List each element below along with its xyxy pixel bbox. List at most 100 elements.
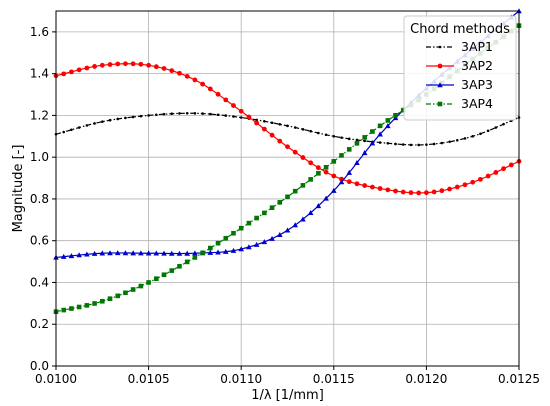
series-point-3ap2 [424,190,429,196]
series-point-3ap4 [238,225,244,231]
series-point-3ap1 [293,126,297,129]
series-point-3ap3 [153,250,160,256]
series-point-3ap4 [115,293,121,299]
series-point-3ap1 [355,138,359,142]
legend-label: 3AP3 [461,77,493,92]
legend-swatch-marker [437,63,443,69]
series-point-3ap1 [139,114,143,118]
series-point-3ap3 [261,239,268,245]
series-point-3ap3 [253,241,260,247]
legend-title: Chord methods [410,22,510,37]
series-point-3ap3 [385,123,391,129]
series-point-3ap3 [361,150,368,156]
series-point-3ap3 [122,250,129,256]
series-point-3ap3 [60,253,67,259]
y-tick-label: 0.2 [30,317,49,331]
series-point-3ap3 [377,131,383,137]
y-axis-label: Magnitude [-] [11,145,26,233]
series-point-3ap2 [123,61,128,67]
series-point-3ap2 [138,61,144,67]
x-tick-label: 0.0105 [128,372,170,386]
series-point-3ap2 [292,149,298,155]
series-point-3ap4 [215,240,221,246]
series-point-3ap2 [238,108,244,114]
series-point-3ap3 [84,251,90,257]
series-point-3ap4 [161,272,167,278]
x-tick-label: 0.0100 [35,372,77,386]
series-point-3ap4 [177,264,182,269]
series-point-3ap1 [255,118,258,122]
series-point-3ap4 [323,165,329,170]
series-point-3ap2 [346,179,352,185]
series-point-3ap4 [192,255,198,260]
series-point-3ap3 [346,169,353,175]
series-point-3ap1 [347,137,351,141]
series-point-3ap1 [494,126,498,129]
series-point-3ap2 [207,86,213,92]
series-point-3ap3 [76,252,82,258]
series-3ap1 [54,111,521,147]
series-point-3ap4 [385,118,391,123]
ticks: 0.0100 0.0105 0.0110 0.0115 0.0120 0.0125 0.0 0… [30,25,540,386]
series-point-3ap1 [170,112,174,116]
series-point-3ap3 [307,209,314,216]
series-point-3ap2 [192,77,198,83]
series-point-3ap1 [363,139,366,143]
series-point-3ap2 [115,61,121,67]
series-point-3ap2 [323,169,329,175]
series-point-3ap4 [231,230,236,236]
series-point-3ap2 [331,173,337,179]
series-point-3ap2 [485,173,491,179]
y-tick-label: 0.0 [30,359,49,373]
series-point-3ap2 [508,162,514,168]
series-point-3ap4 [339,153,344,158]
legend: Chord methods 3AP1 3AP2 3AP3 3AP4 [403,15,517,121]
series-point-3ap1 [386,141,390,145]
series-point-3ap2 [231,103,236,108]
series-point-3ap1 [502,122,505,126]
series-point-3ap2 [153,64,159,70]
series-point-3ap2 [408,190,414,196]
series-point-3ap4 [300,183,306,188]
x-tick-label: 0.0110 [220,372,262,386]
series-point-3ap4 [331,159,337,164]
series-point-3ap1 [324,133,328,137]
series-point-3ap2 [493,170,499,175]
series-point-3ap2 [84,65,90,71]
series-point-3ap1 [286,124,289,128]
series-point-3ap4 [138,283,144,289]
series-point-3ap3 [107,250,113,256]
series-point-3ap4 [200,250,205,256]
series-point-3ap4 [277,200,283,205]
series-point-3ap3 [323,195,329,201]
series-point-3ap4 [146,280,151,285]
series-point-3ap4 [362,135,367,140]
series-point-3ap4 [92,301,97,306]
series-point-3ap1 [131,115,135,119]
series-point-3ap1 [448,140,451,144]
series-point-3ap3 [284,227,291,233]
series-point-3ap2 [200,81,206,87]
series-point-3ap3 [207,249,214,255]
legend-box [403,15,517,121]
series-point-3ap1 [193,112,197,115]
series-point-3ap2 [177,70,182,76]
series-point-3ap3 [354,159,360,166]
series-point-3ap1 [278,122,282,126]
series-point-3ap2 [308,160,314,166]
legend-entry-3ap2: 3AP2 [426,58,493,73]
x-tick-label: 0.0120 [405,372,447,386]
series-point-3ap2 [501,166,506,172]
series-point-3ap4 [130,287,136,292]
series-point-3ap2 [354,181,360,187]
series-point-3ap3 [215,249,221,255]
x-axis-label: 1/λ [1/mm] [251,388,324,403]
series-point-3ap3 [99,250,106,256]
series-point-3ap1 [147,114,150,117]
series-point-3ap2 [478,176,483,182]
series-point-3ap2 [315,165,321,171]
series-point-3ap4 [370,129,375,134]
series-point-3ap1 [401,143,405,146]
series-point-3ap1 [417,143,420,147]
